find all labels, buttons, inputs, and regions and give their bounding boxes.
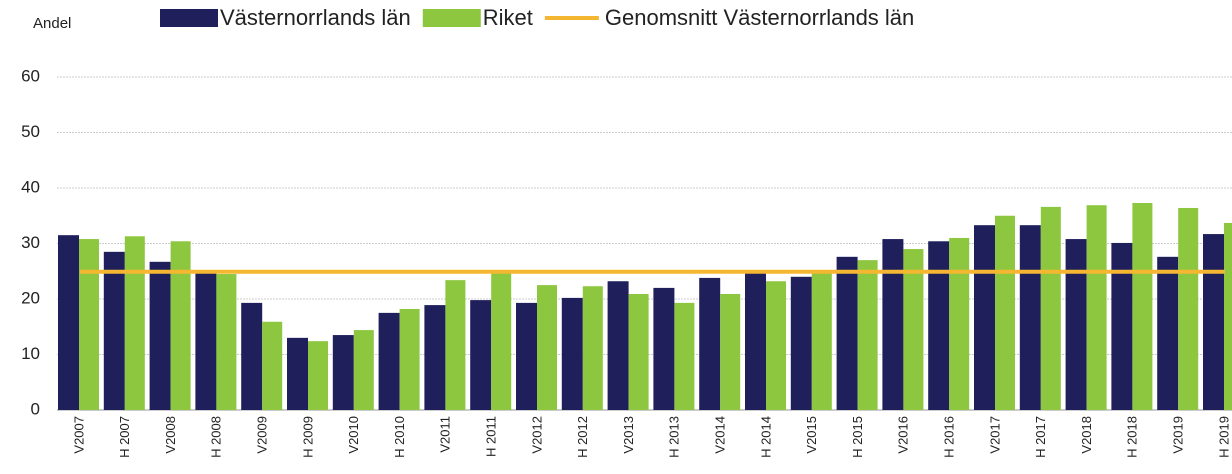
x-tick-label: H 2014 <box>758 416 773 458</box>
bar <box>1065 239 1087 410</box>
bar <box>857 260 878 410</box>
bar <box>353 330 374 410</box>
x-tick-label: V2009 <box>255 416 270 454</box>
x-tick-label: V2018 <box>1079 416 1094 454</box>
x-tick-label: V2010 <box>346 416 361 454</box>
x-tick-label: H 2008 <box>209 416 224 458</box>
bar <box>378 312 400 410</box>
x-tick-label: H 2012 <box>575 416 590 458</box>
bar <box>1111 242 1133 410</box>
bar <box>149 261 171 410</box>
y-tick-label: 40 <box>21 177 40 196</box>
x-tick-label: H 2010 <box>392 416 407 458</box>
bar <box>974 225 995 410</box>
bar <box>836 256 858 410</box>
y-tick-label: 50 <box>21 122 40 141</box>
legend-label: Genomsnitt Västernorrlands län <box>605 5 914 30</box>
bar <box>445 280 466 410</box>
x-tick-label: V2008 <box>163 416 178 454</box>
bar <box>537 285 557 410</box>
bar <box>607 281 629 410</box>
x-tick-label: V2013 <box>621 416 636 454</box>
x-tick-label: H 2009 <box>300 416 315 458</box>
bar <box>903 249 924 410</box>
bar <box>628 294 649 410</box>
bar <box>790 276 812 410</box>
bar <box>103 251 125 410</box>
x-tick-label: H 2013 <box>667 416 682 458</box>
bar <box>882 239 904 410</box>
x-tick-label: V2012 <box>529 416 544 454</box>
bar <box>516 302 537 410</box>
bar <box>399 308 420 410</box>
bar <box>995 215 1015 410</box>
bar <box>195 271 217 410</box>
x-tick-label: H 2015 <box>850 416 865 458</box>
bar <box>1132 202 1153 410</box>
x-tick-label: V2011 <box>438 416 453 453</box>
legend-swatch <box>160 9 218 27</box>
y-tick-label: 0 <box>31 399 40 418</box>
x-tick-label: V2007 <box>71 416 86 454</box>
bar <box>766 281 786 410</box>
bar <box>1157 256 1179 410</box>
bar <box>653 287 675 410</box>
y-tick-label: 60 <box>21 66 40 85</box>
bar <box>287 337 308 410</box>
x-tick-label: H 2016 <box>942 416 957 458</box>
bar <box>170 241 191 410</box>
y-axis-label: Andel <box>33 15 71 32</box>
y-tick-label: 30 <box>21 233 40 252</box>
bar <box>561 297 583 410</box>
bar <box>1178 207 1199 410</box>
x-tick-label: H 2017 <box>1033 416 1048 458</box>
legend-label: Riket <box>483 5 533 30</box>
y-tick-label: 10 <box>21 344 40 363</box>
bar <box>491 270 512 410</box>
x-tick-label: V2015 <box>804 416 819 454</box>
bar <box>928 241 950 410</box>
x-tick-label: H 2007 <box>117 416 132 458</box>
bar <box>720 294 741 410</box>
bar <box>241 302 263 410</box>
bar <box>58 235 79 410</box>
bar <box>674 302 695 410</box>
bar <box>811 270 832 410</box>
x-tick-label: V2019 <box>1171 416 1186 454</box>
bar <box>1086 205 1107 410</box>
bar <box>470 300 492 410</box>
bar <box>424 305 446 410</box>
x-tick-label: H 2019 <box>1216 416 1231 458</box>
legend-label: Västernorrlands län <box>220 5 411 30</box>
bar <box>262 321 283 410</box>
x-tick-label: H 2011 <box>484 416 499 457</box>
x-tick-label: H 2018 <box>1125 416 1140 458</box>
x-tick-label: V2014 <box>713 416 728 454</box>
bar <box>745 271 766 410</box>
bar <box>124 236 145 410</box>
bar <box>216 274 237 410</box>
x-tick-label: V2016 <box>896 416 911 454</box>
bar <box>1203 234 1224 410</box>
y-tick-label: 20 <box>21 288 40 307</box>
x-tick-label: V2017 <box>987 416 1002 454</box>
bar <box>1019 225 1041 410</box>
bar <box>1040 206 1061 410</box>
bar <box>949 237 970 410</box>
bar <box>699 277 721 410</box>
bar <box>332 335 354 410</box>
legend-swatch <box>422 9 481 27</box>
bar <box>582 286 603 410</box>
bar <box>1224 222 1232 410</box>
bar <box>308 341 328 410</box>
bar <box>79 239 99 410</box>
